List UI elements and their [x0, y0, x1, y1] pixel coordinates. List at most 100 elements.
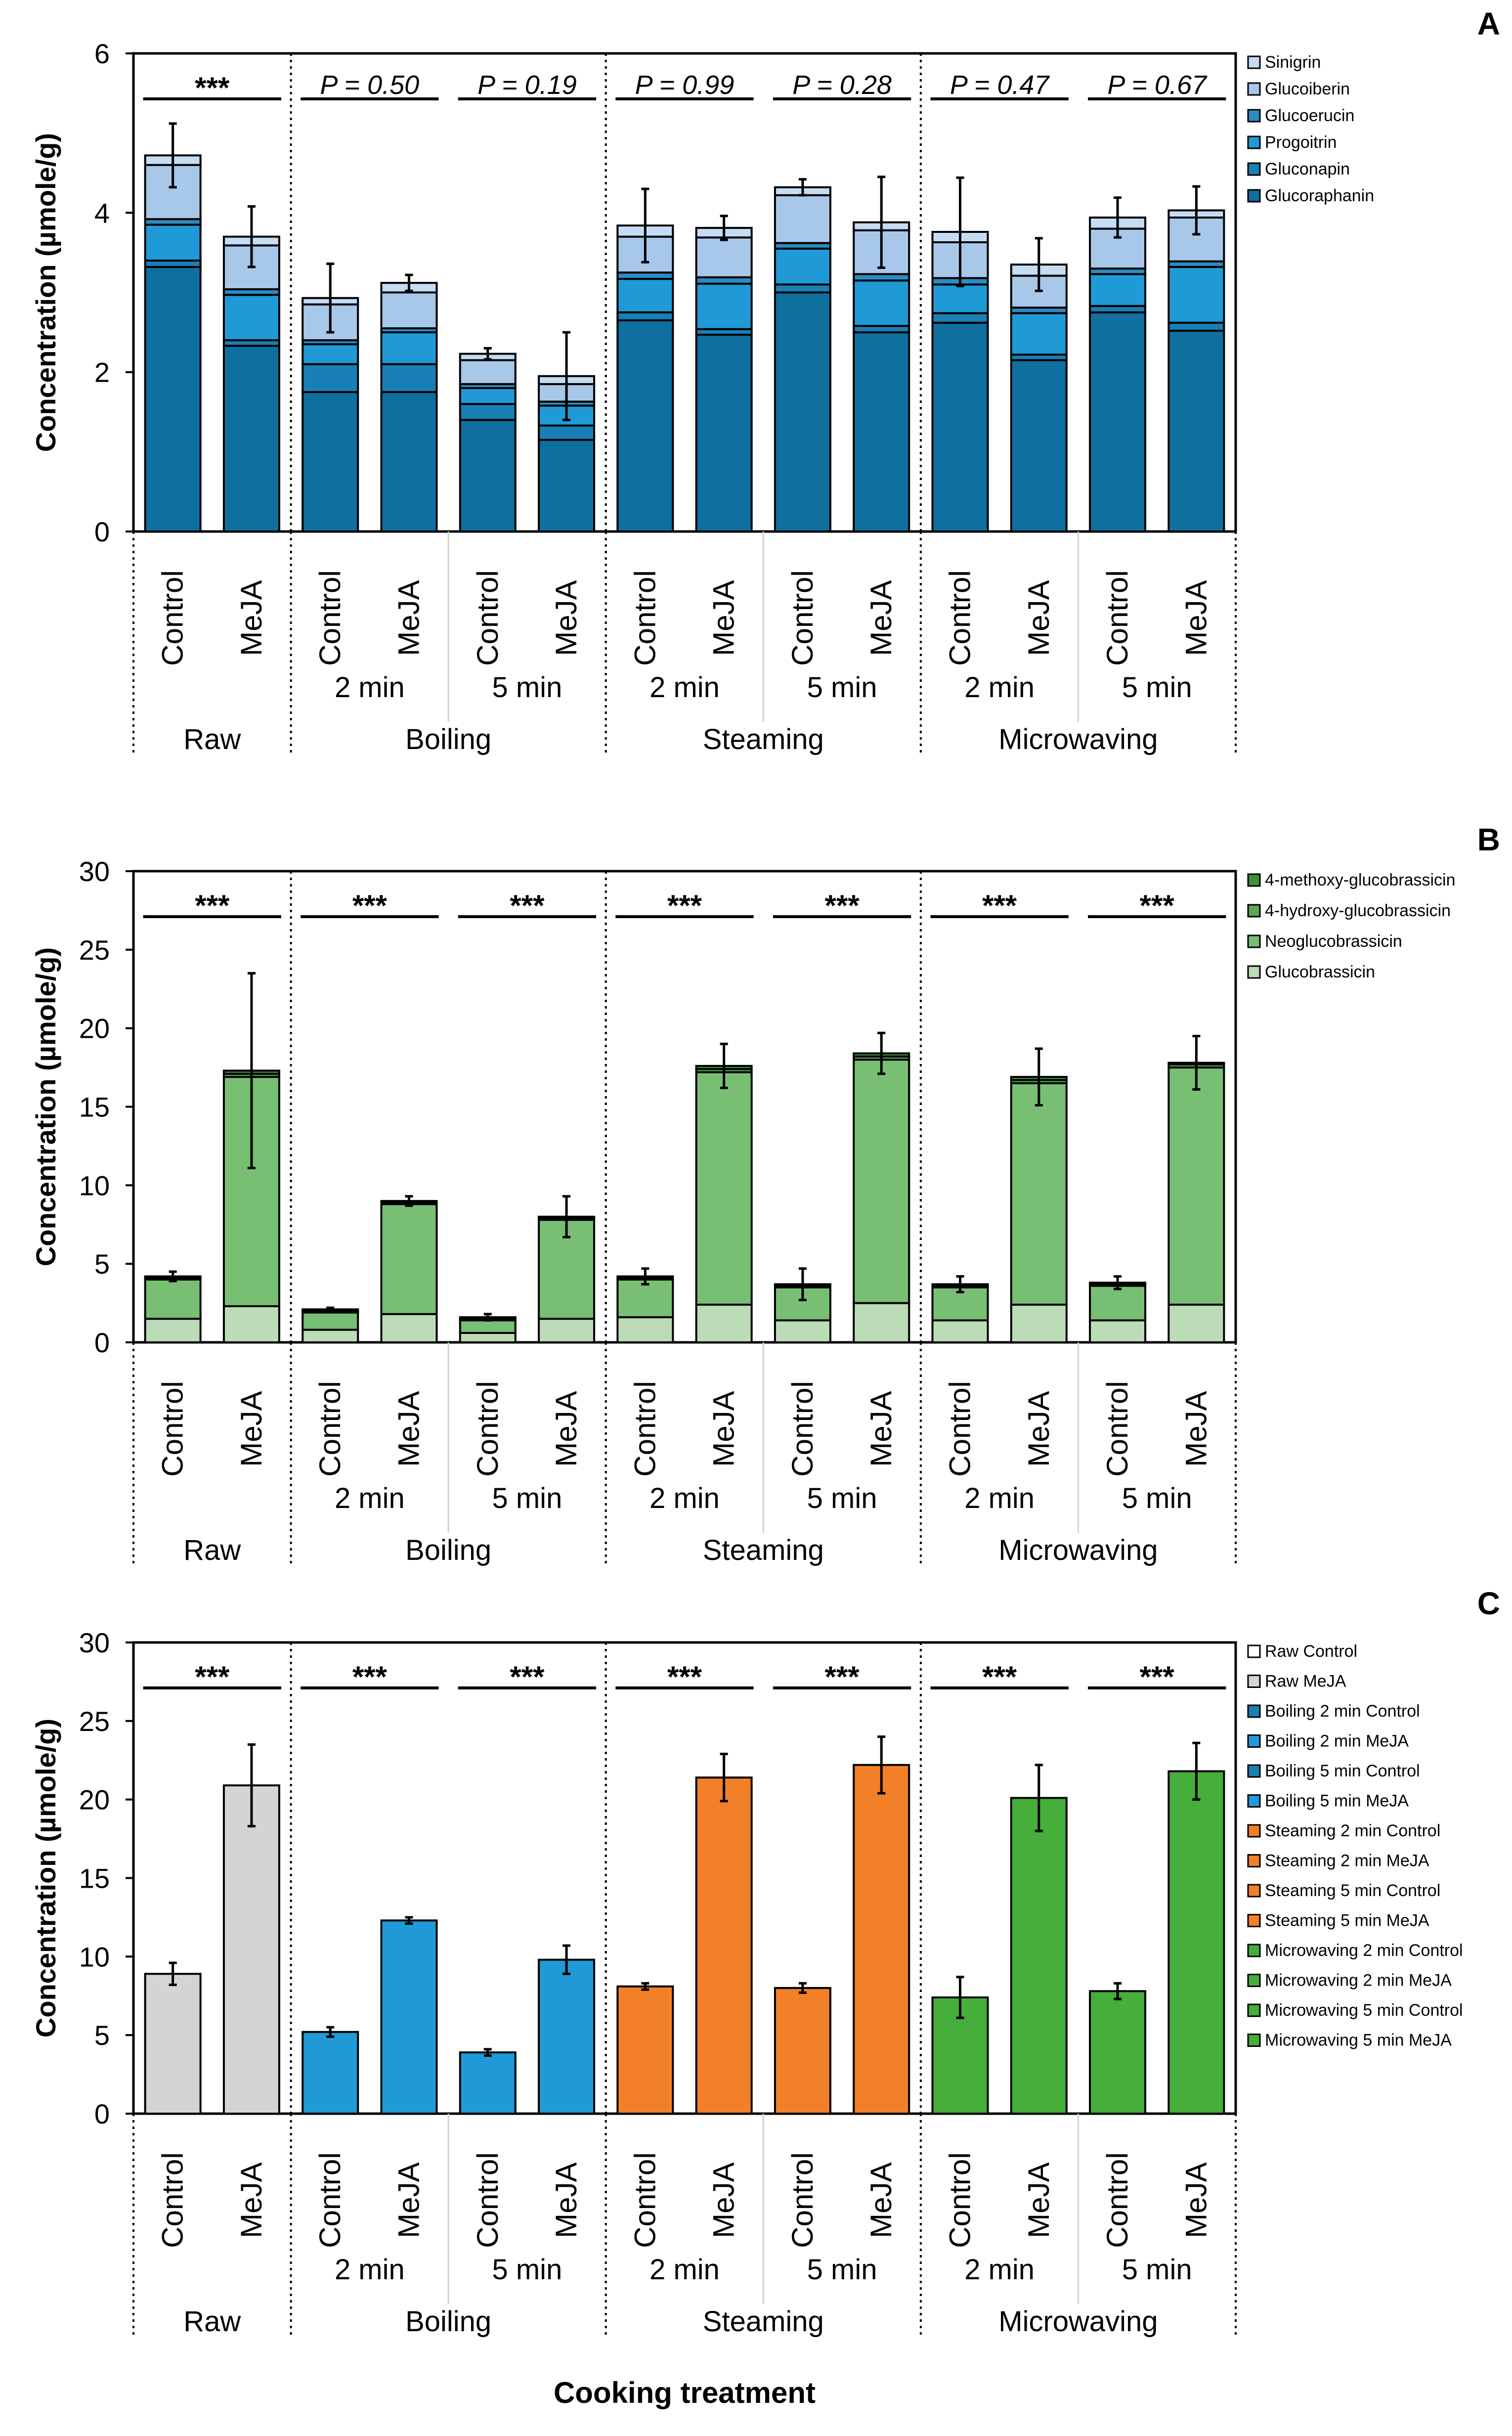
- legend-swatch: [1247, 1644, 1261, 1658]
- bar: [1010, 1797, 1068, 2115]
- legend-label: Microwaving 5 min Control: [1265, 2001, 1463, 2020]
- bar-segment: [1167, 266, 1225, 324]
- y-tick-label: 5: [94, 2020, 110, 2051]
- legend-label: 4-hydroxy-glucobrassicin: [1265, 901, 1451, 920]
- y-tick-label: 4: [94, 197, 110, 228]
- treatment-label: MeJA: [1179, 2162, 1212, 2238]
- method-label: Boiling: [405, 1534, 491, 1566]
- legend-swatch: [1247, 1914, 1261, 1927]
- treatment-label: Control: [628, 2152, 661, 2248]
- bar-segment: [695, 1071, 753, 1306]
- bar: [380, 1919, 438, 2115]
- bar-segment: [302, 363, 359, 393]
- treatment-label: Control: [944, 570, 977, 665]
- y-tick-label: 0: [94, 516, 110, 547]
- bar-segment: [774, 283, 831, 294]
- legend-label: Boiling 2 min MeJA: [1265, 1732, 1409, 1751]
- treatment-label: MeJA: [864, 580, 898, 656]
- bar-segment: [144, 1318, 202, 1344]
- bar-segment: [144, 1278, 202, 1320]
- bar-segment: [616, 1316, 674, 1344]
- bar-segment: [459, 419, 517, 532]
- time-label: 5 min: [1122, 671, 1192, 704]
- bar-segment: [144, 266, 202, 532]
- bar-segment: [774, 194, 831, 244]
- legend-label: Raw MeJA: [1265, 1672, 1346, 1691]
- plot-frame: [132, 52, 1237, 533]
- treatment-label: Control: [313, 1381, 346, 1476]
- bar-segment: [1089, 273, 1147, 307]
- treatment-label: Control: [156, 2152, 189, 2248]
- significance-label: ***: [982, 889, 1017, 922]
- legend-label: Steaming 5 min MeJA: [1265, 1911, 1429, 1930]
- treatment-label: MeJA: [864, 1391, 898, 1466]
- treatment-label: MeJA: [392, 580, 426, 656]
- treatment-label: Control: [786, 570, 819, 665]
- treatment-label: Control: [944, 2152, 977, 2248]
- significance-label: P = 0.47: [950, 70, 1050, 100]
- treatment-label: Control: [786, 2152, 819, 2248]
- time-label: 2 min: [649, 671, 720, 704]
- bar-segment: [1167, 329, 1225, 532]
- legend-swatch: [1247, 904, 1261, 918]
- y-tick-label: 10: [79, 1941, 110, 1972]
- legend-label: Boiling 2 min Control: [1265, 1702, 1420, 1721]
- bar-segment: [931, 321, 989, 532]
- legend-label: Boiling 5 min MeJA: [1265, 1792, 1409, 1811]
- method-label: Steaming: [703, 2305, 824, 2338]
- legend-label: Glucoraphanin: [1265, 186, 1374, 205]
- time-label: 2 min: [335, 671, 405, 704]
- treatment-label: MeJA: [1022, 580, 1055, 656]
- treatment-label: MeJA: [1022, 1391, 1055, 1466]
- bar-segment: [459, 403, 517, 421]
- treatment-label: MeJA: [864, 2162, 898, 2238]
- method-label: Microwaving: [998, 2305, 1158, 2338]
- bar-segment: [616, 311, 674, 321]
- y-tick-label: 20: [79, 1013, 110, 1044]
- significance-label: ***: [195, 71, 230, 104]
- legend-label: Raw Control: [1265, 1642, 1357, 1661]
- treatment-label: Control: [628, 1381, 661, 1476]
- bar-segment: [853, 1302, 910, 1343]
- bar-segment: [1167, 1066, 1225, 1306]
- bar-segment: [380, 1203, 438, 1315]
- treatment-label: Control: [471, 1381, 504, 1476]
- treatment-label: MeJA: [392, 2162, 426, 2238]
- panel-letter: B: [1477, 822, 1500, 857]
- bar-segment: [774, 291, 831, 532]
- time-label: 2 min: [964, 2254, 1035, 2286]
- treatment-label: Control: [628, 570, 661, 665]
- bar-segment: [616, 278, 674, 313]
- legend-label: Glucobrassicin: [1265, 963, 1375, 981]
- bar-segment: [380, 331, 438, 365]
- significance-label: ***: [825, 1660, 860, 1693]
- legend-swatch: [1247, 82, 1261, 96]
- legend-swatch: [1247, 1675, 1261, 1688]
- significance-label: ***: [195, 889, 230, 922]
- time-label: 5 min: [1122, 1482, 1192, 1514]
- legend-label: Boiling 5 min Control: [1265, 1762, 1420, 1780]
- significance-label: ***: [667, 889, 702, 922]
- bar-segment: [1089, 311, 1147, 533]
- legend-label: 4-methoxy-glucobrassicin: [1265, 871, 1456, 889]
- significance-label: ***: [510, 1660, 545, 1693]
- time-label: 2 min: [964, 671, 1035, 704]
- legend-label: Sinigrin: [1265, 53, 1321, 72]
- x-axis-title: Cooking treatment: [554, 2376, 816, 2409]
- bar-segment: [302, 343, 359, 365]
- treatment-label: Control: [313, 570, 346, 665]
- bar-segment: [931, 312, 989, 324]
- bar-segment: [1010, 1082, 1068, 1306]
- significance-label: P = 0.28: [792, 70, 892, 100]
- legend-swatch: [1247, 965, 1261, 979]
- legend-swatch: [1247, 873, 1261, 887]
- y-tick-label: 10: [79, 1170, 110, 1201]
- bar-segment: [459, 387, 517, 405]
- bar-segment: [459, 1319, 517, 1334]
- legend-label: Steaming 5 min Control: [1265, 1881, 1440, 1900]
- legend-swatch: [1247, 1944, 1261, 1957]
- y-axis-title: Concentration (µmole/g): [30, 133, 61, 452]
- significance-label: ***: [825, 889, 860, 922]
- legend-label: Steaming 2 min Control: [1265, 1821, 1440, 1840]
- y-tick-label: 0: [94, 2098, 110, 2129]
